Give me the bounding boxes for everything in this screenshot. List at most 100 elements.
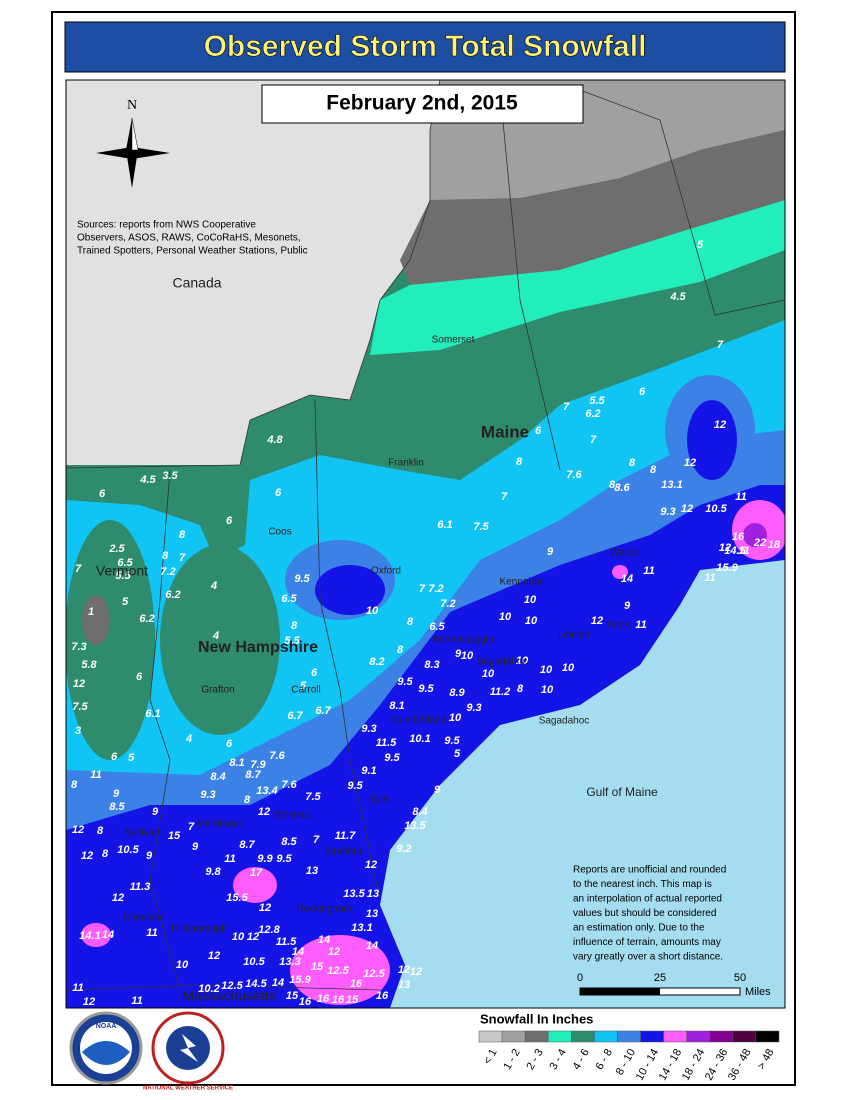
snowfall-report: 10 <box>525 615 538 627</box>
snowfall-report: 7 <box>188 821 195 833</box>
legend-swatch <box>755 1030 780 1043</box>
legend-swatch <box>640 1030 664 1043</box>
snowfall-report: 7 <box>313 834 320 846</box>
snowfall-report: 8 <box>516 456 523 468</box>
snowfall-report: 6.2 <box>139 613 154 625</box>
snowfall-report: 7 <box>717 339 724 351</box>
snowfall-report: 7 <box>563 401 570 413</box>
zone <box>612 565 628 579</box>
snowfall-report: 13 <box>398 979 410 991</box>
snowfall-report: 8.1 <box>229 757 244 769</box>
place-label: Carroll <box>291 685 320 696</box>
snowfall-report: 12.5 <box>327 965 349 977</box>
snowfall-report: 6 <box>99 488 106 500</box>
notice: Reports are unofficial and rounded to the… <box>573 865 726 963</box>
snowfall-report: 11 <box>224 853 235 865</box>
snowfall-report: 13.5 <box>343 888 365 900</box>
snowfall-report: 11.3 <box>130 881 151 893</box>
snowfall-report: 11.2 <box>490 686 511 698</box>
notice-line: an interpolation of actual reported <box>573 894 722 905</box>
snowfall-report: 12.5 <box>363 968 385 980</box>
zone <box>687 400 737 480</box>
snowfall-report: 14.5 <box>724 545 746 557</box>
place-label: Hillsborough <box>171 924 227 935</box>
place-label: Sagadahoc <box>477 657 528 668</box>
snowfall-report: 5 <box>697 239 704 251</box>
snowfall-report: 8.6 <box>614 482 630 494</box>
snowfall-report: 6.7 <box>287 710 303 722</box>
snowfall-report: 8.3 <box>424 659 439 671</box>
noaa-logo: NOAA <box>69 1011 143 1085</box>
snowfall-report: 10 <box>516 655 529 667</box>
zone <box>66 520 155 760</box>
notice-line: to the nearest inch. This map is <box>573 879 712 890</box>
zone <box>290 935 390 1005</box>
snowfall-report: 9 <box>547 546 554 558</box>
snowfall-report: 7.2 <box>160 566 175 578</box>
snowfall-report: 12 <box>410 966 422 978</box>
snowfall-report: 13.4 <box>256 785 277 797</box>
notice-line: an estimation only. Due to the <box>573 923 705 934</box>
snowfall-report: 12 <box>72 824 84 836</box>
zone <box>743 523 767 547</box>
snowfall-report: 8 <box>407 616 414 628</box>
snowfall-report: 9.5 <box>294 573 310 585</box>
snowfall-report: 12 <box>714 419 726 431</box>
date-box <box>261 84 584 124</box>
zone <box>315 565 385 615</box>
snowfall-report: 8 <box>517 683 524 695</box>
snowfall-report: 16 <box>332 994 345 1006</box>
snowfall-report: 10 <box>482 668 495 680</box>
snowfall-report: 7.5 <box>473 521 489 533</box>
snowfall-report: 2.5 <box>108 543 125 555</box>
snowfall-report: 3 <box>75 725 81 737</box>
nws-text: NATIONAL WEATHER SERVICE <box>143 1086 233 1092</box>
snowfall-report: 13 <box>366 908 378 920</box>
snowfall-report: 12 <box>258 806 270 818</box>
snowfall-report: 9.5 <box>444 735 460 747</box>
place-label: Sagadahoc <box>539 716 590 727</box>
place-label: Massachusetts <box>182 988 275 1004</box>
snowfall-report: 9 <box>146 850 153 862</box>
place-label: York <box>369 795 390 806</box>
source-line: Sources: reports from NWS Cooperative <box>77 220 256 231</box>
snowfall-report: 5.8 <box>81 659 97 671</box>
snowfall-report: 5 <box>454 748 461 760</box>
snowfall-report: 12 <box>328 946 340 958</box>
snowfall-report: 10 <box>176 959 189 971</box>
snowfall-report: 5.5 <box>589 395 605 407</box>
snowfall-report: 9 <box>455 648 462 660</box>
snowfall-report: 7 <box>75 563 82 575</box>
notice-line: vary greatly over a short distance. <box>573 952 723 963</box>
place-label: Somerset <box>432 335 475 346</box>
snowfall-report: 8 <box>97 825 104 837</box>
boundary <box>66 984 381 991</box>
snowfall-report: 5.5 <box>284 635 300 647</box>
snowfall-report: 9 <box>434 784 441 796</box>
snowfall-report: 7.5 <box>305 791 321 803</box>
snowfall-report: 8.5 <box>281 836 297 848</box>
map-border <box>65 79 786 1009</box>
place-label: Gulf of Maine <box>586 785 658 799</box>
snowfall-report: 10.5 <box>117 844 139 856</box>
snowfall-report: 11 <box>146 927 157 939</box>
scale-tick-label: 25 <box>654 972 666 984</box>
snowfall-report: 16 <box>350 978 363 990</box>
place-label: Strafford <box>324 847 362 858</box>
place-label: Rockingham <box>296 904 352 915</box>
snowfall-report: 11.5 <box>276 936 297 948</box>
place-label: Lincoln <box>558 630 590 641</box>
snowfall-report: 8.9 <box>449 687 465 699</box>
snowfall-report: 6 <box>275 487 282 499</box>
snowfall-report: 9.3 <box>361 723 376 735</box>
legend-swatch <box>571 1030 595 1043</box>
snowfall-report: 4.8 <box>266 434 283 446</box>
title-banner <box>64 21 786 73</box>
snowfall-report: 7.3 <box>71 641 86 653</box>
place-label: Merrimack <box>197 819 245 830</box>
legend-swatch <box>501 1030 526 1043</box>
snowfall-report: 9 <box>152 806 159 818</box>
place-label: New Hampshire <box>198 639 318 656</box>
ocean <box>380 560 785 1008</box>
